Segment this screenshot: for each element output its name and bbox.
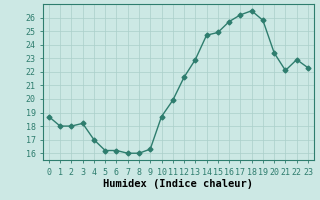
- X-axis label: Humidex (Indice chaleur): Humidex (Indice chaleur): [103, 179, 253, 189]
